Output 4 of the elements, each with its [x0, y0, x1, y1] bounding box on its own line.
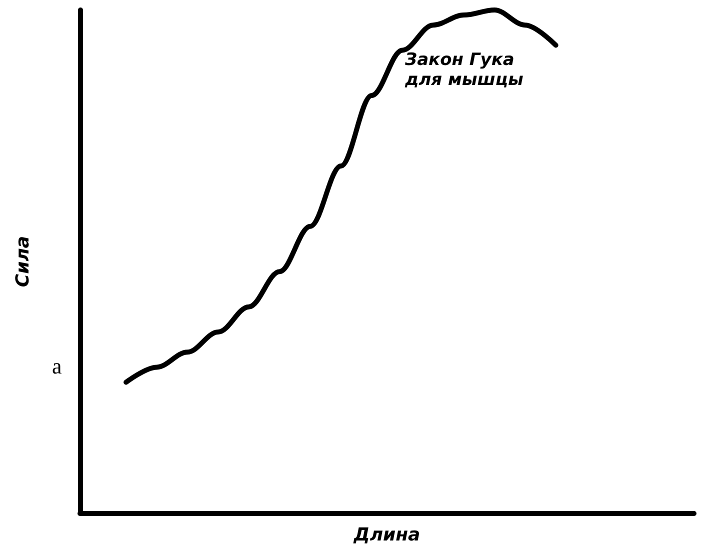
annotation: Закон Гука для мышцы	[404, 50, 524, 90]
text: а	[52, 354, 62, 378]
y-axis-title: Сила	[12, 236, 34, 288]
x-axis-title: Длина	[352, 524, 420, 546]
